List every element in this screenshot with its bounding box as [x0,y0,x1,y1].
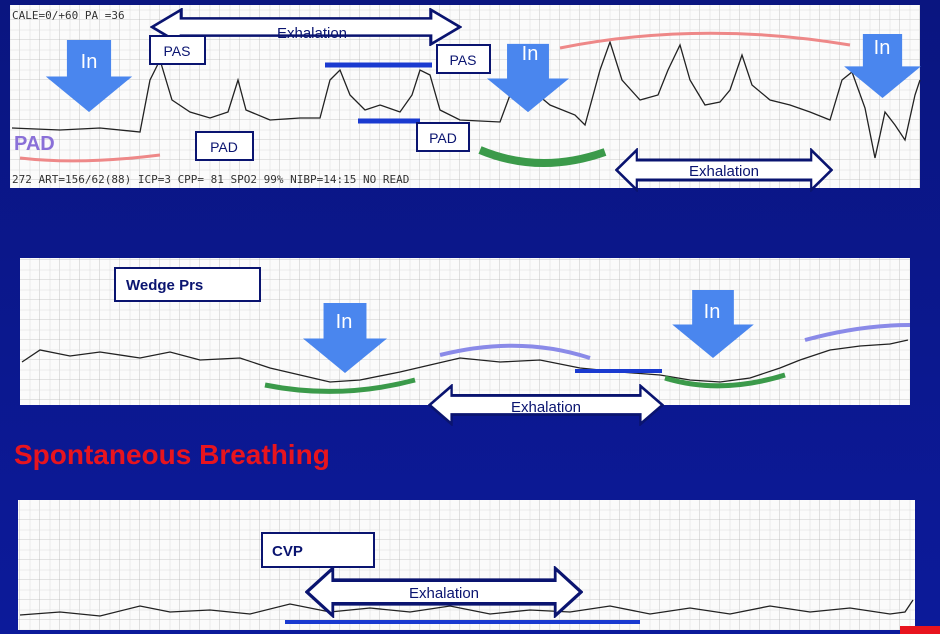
in-label: In [704,301,721,323]
pad-label: PAD [210,139,238,155]
exhalation-label: Exhalation [511,399,581,416]
cvp-title: CVP [272,543,303,560]
slide: CALE=0/+60 PA =36 272 ART=156/62(88) ICP… [0,0,940,634]
exhalation-label: Exhalation [277,25,347,42]
pas-label: PAS [164,43,191,59]
handwritten-label: PAD [14,133,55,155]
wedge-title: Wedge Prs [126,277,203,294]
pas-label: PAS [450,52,477,68]
corner-mark [900,626,940,634]
heading: Spontaneous Breathing [14,439,330,470]
in-label: In [336,311,353,333]
exhalation-label: Exhalation [409,585,479,602]
in-label: In [522,43,539,65]
strip-footer: 272 ART=156/62(88) ICP=3 CPP= 81 SPO2 99… [12,173,409,186]
pad-label: PAD [429,130,457,146]
strip-bottom [18,500,915,630]
exhalation-label: Exhalation [689,163,759,180]
in-label: In [874,37,891,59]
in-label: In [81,51,98,73]
strip-header: CALE=0/+60 PA =36 [12,9,125,22]
page: CALE=0/+60 PA =36 272 ART=156/62(88) ICP… [0,0,940,634]
